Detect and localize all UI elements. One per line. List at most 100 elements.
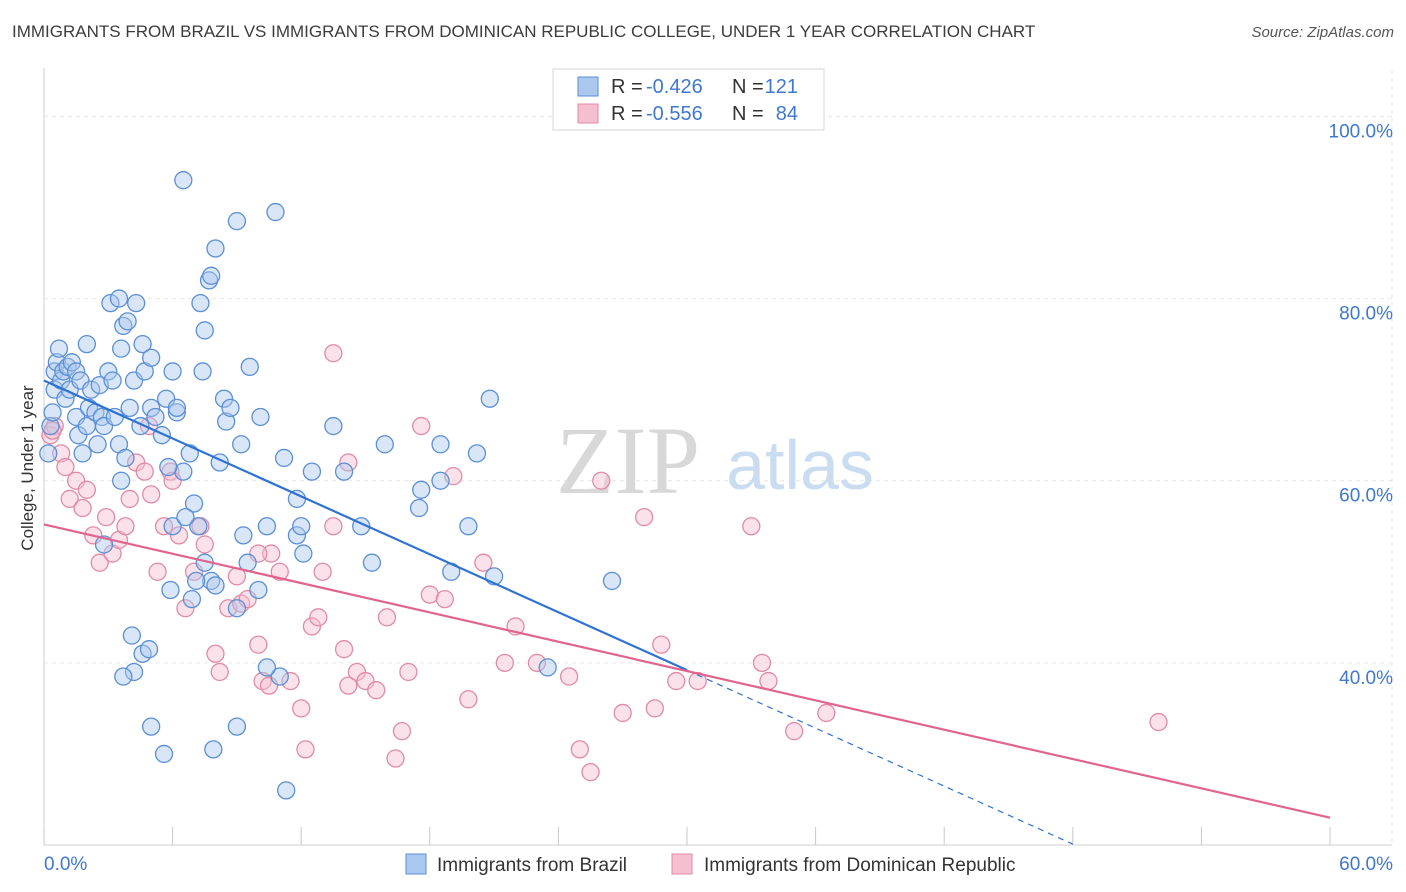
brazil-point [257,517,277,536]
brazil-point [266,202,285,222]
brazil-point [112,339,131,358]
dominican-point [559,667,579,686]
brazil-point [227,717,247,736]
brazil-point [180,444,199,463]
stats-dominican-n-value: 84 [776,103,798,125]
y-tick-label: 100.0% [1329,121,1394,142]
brazil-point [88,435,107,454]
brazil-point [112,471,131,490]
brazil-point [99,362,118,381]
brazil-point [302,462,322,481]
brazil-point [120,398,139,418]
brazil-point [249,580,268,600]
dominican-point [592,471,611,490]
dominican-point [412,416,431,436]
y-tick-label: 80.0% [1339,304,1393,325]
y-axis-label: College, Under 1 year [18,385,37,551]
dominican-point [262,544,281,563]
dominican-point [296,740,315,759]
chart-title: IMMIGRANTS FROM BRAZIL VS IMMIGRANTS FRO… [12,22,1036,41]
dominican-point [135,462,154,481]
dominican-point [459,690,478,709]
dominican-point [652,635,671,654]
brazil-point [67,362,86,381]
dominican-point [281,671,300,691]
legend: Immigrants from Brazil Immigrants from D… [405,853,1016,876]
grid-lines [44,70,1393,845]
brazil-point [114,667,133,686]
brazil-point [163,517,182,536]
dominican-point [309,608,328,627]
x-tick-label: 0.0% [44,854,87,875]
brazil-point [214,389,234,408]
brazil-point [375,435,394,454]
brazil-point [234,526,253,545]
dominican-point [90,553,109,572]
brazil-point [116,448,135,468]
brazil-point [124,662,144,682]
brazil-point [154,744,174,764]
brazil-point [182,589,202,609]
brazil-point [77,334,97,354]
brazil-point [206,576,225,595]
brazil-point [193,362,212,381]
watermark: ZIP atlas [556,407,874,514]
brazil-point [467,444,487,463]
brazil-point [73,444,92,463]
brazil-point [221,398,240,418]
brazil-point [287,526,307,545]
legend-brazil-swatch [405,853,427,875]
brazil-point [39,444,58,463]
brazil-point [227,599,247,618]
stats-brazil-r-value: -0.426 [646,76,703,98]
dominican-point [249,635,268,654]
brazil-point [480,389,499,408]
dominican-point [474,553,493,572]
brazil-point [292,517,311,536]
source-label: Source: ZipAtlas.com [1251,24,1394,41]
brazil-point [103,371,122,390]
brazil-point [277,781,296,800]
brazil-point [204,740,223,759]
dominican-point [176,599,195,618]
y-tick-label: 60.0% [1339,486,1393,507]
x-tick-labels: 0.0% 60.0% [44,854,1393,875]
dominican-point [77,480,97,499]
dominican-point [667,671,686,691]
brazil-point [287,489,307,509]
brazil-point [161,580,180,600]
dominican-point [435,589,454,609]
stats-brazil-swatch [577,76,599,97]
brazil-point [49,339,69,358]
stats-brazil-n-value: 121 [765,76,798,98]
brazil-point [217,412,236,431]
brazil-point [294,544,313,563]
dominican-point [581,762,600,782]
dominican-point [570,740,589,759]
brazil-point [47,353,67,372]
dominican-point [313,562,332,581]
x-tick-label: 60.0% [1339,854,1393,875]
brazil-point [324,416,343,436]
dominican-point [392,722,412,741]
brazil-point [184,494,204,513]
legend-brazil-label: Immigrants from Brazil [437,855,627,876]
brazil-point [142,717,161,736]
dominican-point [742,517,761,536]
brazil-points [39,171,622,800]
brazil-point [139,640,159,659]
brazil-trend-line [43,379,688,672]
dominican-trend-line [43,523,1331,819]
brazil-point [202,266,221,285]
brazil-point [409,498,429,518]
brazil-point [227,212,247,231]
dominican-point [51,444,71,463]
brazil-point [94,535,114,554]
dominican-point [752,653,772,673]
brazil-point [167,403,187,422]
brazil-point [240,357,259,377]
legend-dominican-swatch [671,853,693,875]
stats-dominican-n-label: N = [732,103,764,125]
dominican-point [206,644,225,663]
